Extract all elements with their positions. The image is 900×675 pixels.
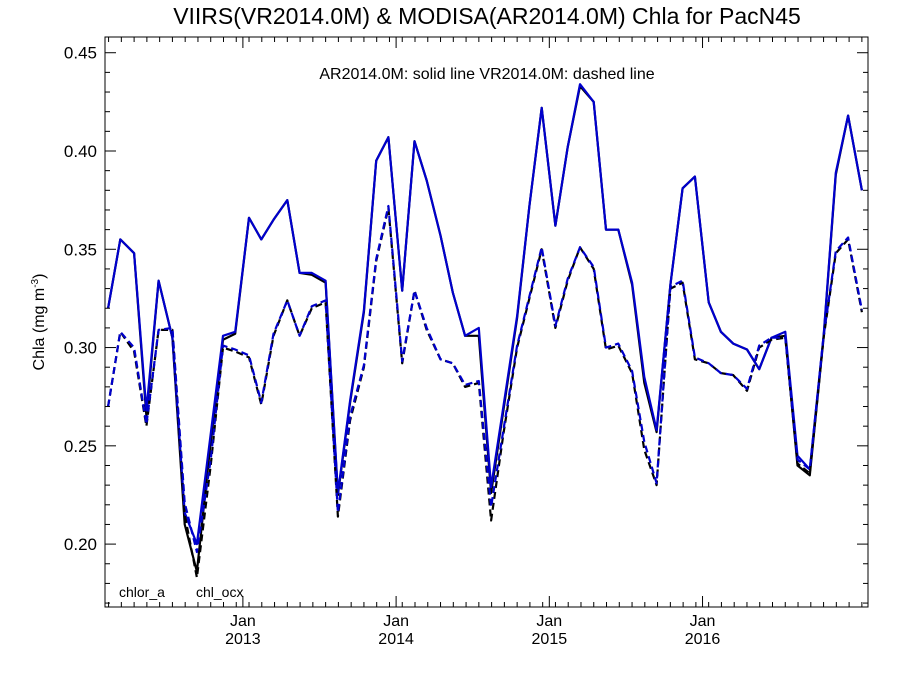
y-axis-label-main: Chla (mg m — [31, 288, 48, 371]
x-tick-year-label: 2016 — [685, 631, 721, 648]
y-tick-label: 0.30 — [64, 339, 97, 358]
y-axis-label: Chla (mg m-3) — [30, 274, 48, 371]
series-line-1 — [107, 83, 863, 546]
y-tick-label: 0.35 — [64, 240, 97, 259]
x-tick-month-label: Jan — [536, 613, 562, 630]
y-tick-label: 0.40 — [64, 142, 97, 161]
y-axis-label-superscript: -3 — [30, 278, 41, 287]
series-line-3 — [107, 204, 863, 554]
y-tick-label: 0.45 — [64, 44, 97, 63]
chart-annotation: AR2014.0M: solid line VR2014.0M: dashed … — [319, 66, 654, 83]
legend-chl-ocx: chl_ocx — [196, 584, 243, 600]
x-tick-month-label: Jan — [230, 613, 256, 630]
y-tick-label: 0.20 — [64, 535, 97, 554]
y-axis-label-end: ) — [31, 274, 48, 279]
x-tick-year-label: 2014 — [378, 631, 414, 648]
x-tick-year-label: 2015 — [532, 631, 568, 648]
ticks-layer: 0.200.250.300.350.400.45Jan2013Jan2014Ja… — [64, 37, 868, 648]
series-line-2 — [107, 206, 863, 579]
plot-frame — [104, 36, 869, 608]
series-layer — [107, 83, 863, 579]
series-line-0 — [107, 84, 863, 573]
legend-chlor-a: chlor_a — [119, 584, 165, 600]
x-tick-month-label: Jan — [383, 613, 409, 630]
x-tick-year-label: 2013 — [225, 631, 261, 648]
x-tick-month-label: Jan — [690, 613, 716, 630]
chart-title: VIIRS(VR2014.0M) & MODISA(AR2014.0M) Chl… — [173, 3, 801, 29]
y-tick-label: 0.25 — [64, 437, 97, 456]
